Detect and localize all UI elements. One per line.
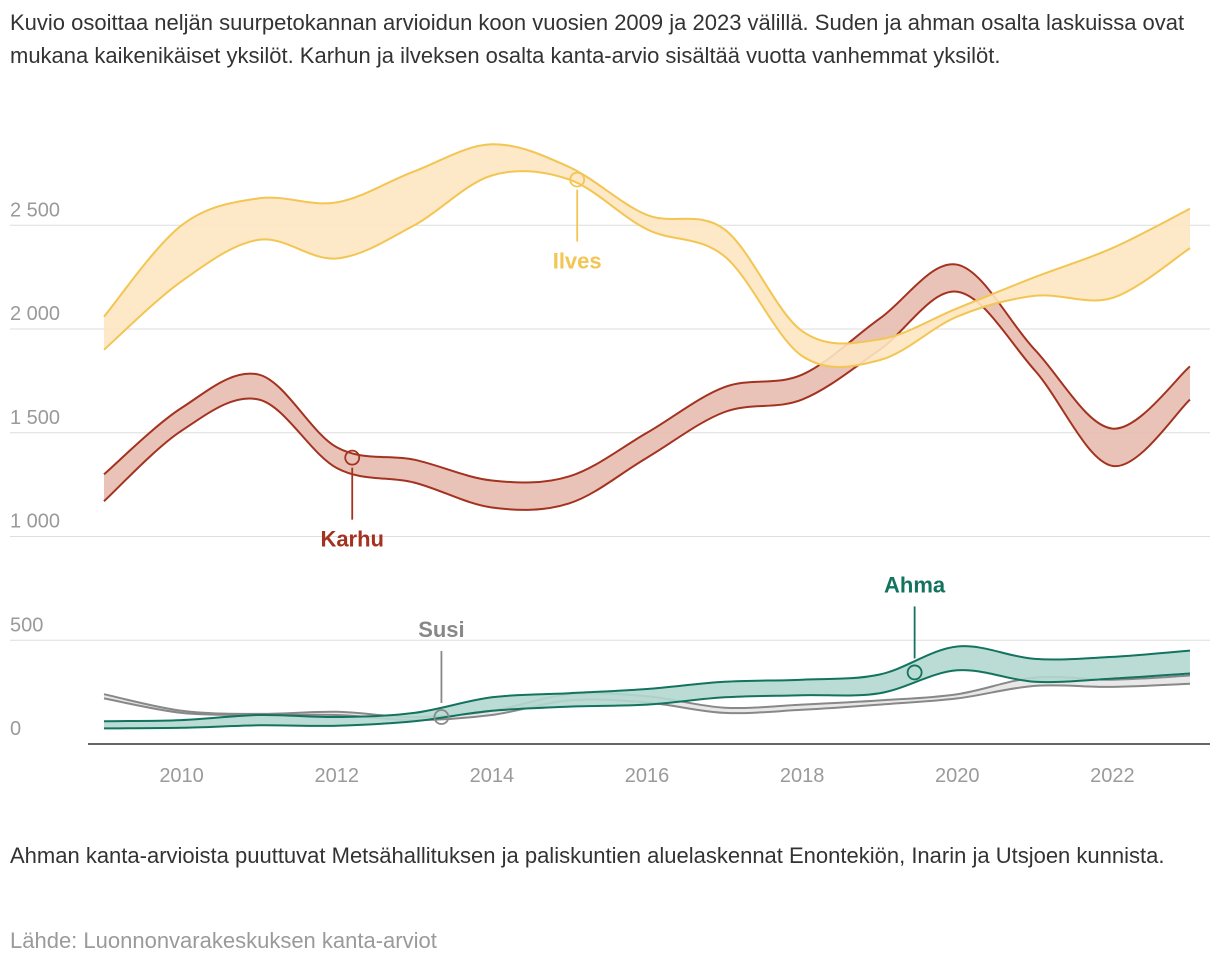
y-tick-label: 0 xyxy=(10,718,21,740)
karhu-marker xyxy=(344,449,361,466)
y-tick-label: 1 500 xyxy=(10,407,60,429)
ilves-annotation: Ilves xyxy=(553,171,602,274)
karhu-annotation: Karhu xyxy=(320,449,384,552)
karhu-series xyxy=(103,263,1191,511)
x-tick-label: 2016 xyxy=(625,765,670,787)
karhu-upper-line xyxy=(103,263,1191,484)
x-tick-label: 2022 xyxy=(1090,765,1135,787)
ahma-upper-line xyxy=(103,645,1191,723)
x-tick-label: 2010 xyxy=(159,765,204,787)
x-tick-label: 2014 xyxy=(470,765,515,787)
y-tick-label: 1 000 xyxy=(10,511,60,533)
ahma-label: Ahma xyxy=(884,572,946,597)
karhu-lower-line xyxy=(103,290,1191,511)
x-tick-label: 2018 xyxy=(780,765,825,787)
y-tick-label: 500 xyxy=(10,614,43,636)
ilves-label: Ilves xyxy=(553,249,602,274)
x-tick-label: 2012 xyxy=(314,765,359,787)
ilves-upper-line xyxy=(103,143,1191,345)
susi-label: Susi xyxy=(418,617,464,642)
ahma-annotation: Ahma xyxy=(884,572,946,681)
y-tick-label: 2 000 xyxy=(10,303,60,325)
karhu-label: Karhu xyxy=(320,527,384,552)
ilves-range-band xyxy=(104,144,1190,368)
ahma-lower-line xyxy=(103,669,1191,730)
source-text: Lähde: Luonnonvarakeskuksen kanta-arviot xyxy=(10,928,437,953)
axes: 0 500 1 000 1 500 2 000 2 500 2010 2012 2014 2016… xyxy=(10,199,1210,787)
ilves-marker xyxy=(569,171,586,188)
ilves-lower-line xyxy=(103,170,1191,369)
footnote: Ahman kanta-arvioista puuttuvat Metsähal… xyxy=(10,843,1165,868)
ilves-series xyxy=(103,143,1191,369)
x-tick-label: 2020 xyxy=(935,765,980,787)
chart-description: Kuvio osoittaa neljän suurpetokannan arv… xyxy=(10,10,1185,68)
susi-annotation: Susi xyxy=(418,617,465,725)
range-bands xyxy=(103,143,1191,730)
karhu-range-band xyxy=(104,264,1190,510)
series-labels: Ilves Karhu Ahma Susi xyxy=(320,171,946,725)
ahma-marker xyxy=(906,664,923,681)
susi-marker xyxy=(433,709,450,725)
y-tick-label: 2 500 xyxy=(10,199,60,221)
